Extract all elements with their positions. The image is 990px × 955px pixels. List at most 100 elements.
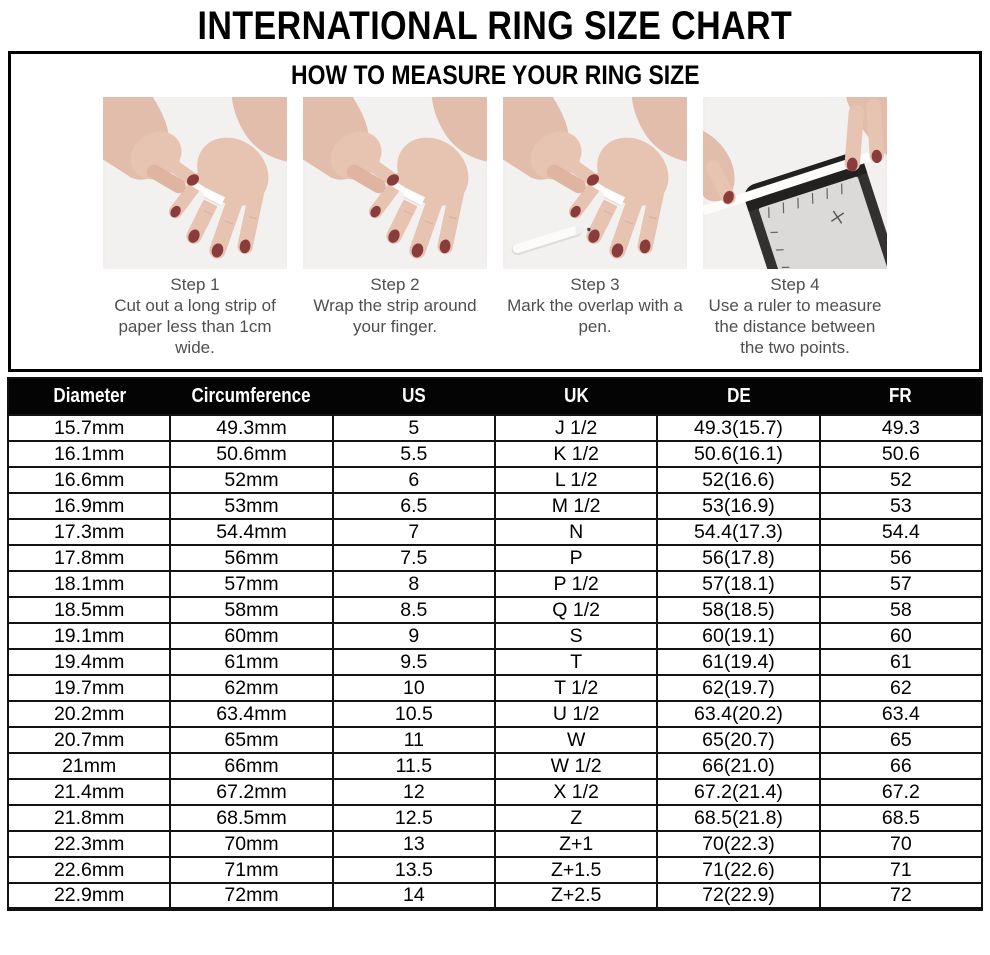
table-cell: 60(19.1) bbox=[656, 622, 821, 650]
step-2-photo bbox=[303, 97, 487, 269]
step-3-label: Step 3 bbox=[570, 275, 620, 295]
step-2-caption: Step 2 Wrap the strip around your finger… bbox=[303, 275, 487, 337]
table-cell: Q 1/2 bbox=[493, 596, 659, 624]
table-cell: 57(18.1) bbox=[656, 570, 821, 598]
column-header-diameter: Diameter bbox=[8, 378, 171, 415]
table-row: 21mm 66mm 11.5 W 1/2 66(21.0) 66 bbox=[6, 752, 984, 780]
table-cell: 50.6(16.1) bbox=[656, 440, 821, 468]
table-cell: M 1/2 bbox=[493, 492, 659, 520]
column-header-de-text: DE bbox=[726, 385, 751, 407]
step-3-caption: Step 3 Mark the overlap with a pen. bbox=[503, 275, 687, 337]
table-cell: 67.2 bbox=[818, 778, 984, 806]
table-row: 22.6mm 71mm 13.5 Z+1.5 71(22.6) 71 bbox=[6, 856, 984, 884]
column-header-circumference-text: Circumference bbox=[191, 385, 312, 407]
step-4-photo bbox=[703, 97, 887, 269]
table-cell: 13 bbox=[331, 830, 496, 858]
table-cell: 54.4mm bbox=[169, 518, 334, 546]
table-cell: 62mm bbox=[169, 674, 334, 702]
table-cell: 17.8mm bbox=[6, 544, 172, 572]
table-cell: 6 bbox=[331, 466, 496, 494]
table-row: 19.1mm 60mm 9 S 60(19.1) 60 bbox=[6, 622, 984, 650]
table-row: 16.9mm 53mm 6.5 M 1/2 53(16.9) 53 bbox=[6, 492, 984, 520]
table-cell: 50.6 bbox=[818, 440, 984, 468]
table-cell: 50.6mm bbox=[169, 440, 334, 468]
table-cell: 11 bbox=[331, 726, 496, 754]
step-2-description: Wrap the strip around your finger. bbox=[313, 296, 477, 336]
table-cell: 56 bbox=[818, 544, 984, 572]
table-cell: 52mm bbox=[169, 466, 334, 494]
step-4-label: Step 4 bbox=[770, 275, 820, 295]
table-cell: 57mm bbox=[169, 570, 334, 598]
table-cell: 18.1mm bbox=[6, 570, 172, 598]
table-row: 18.1mm 57mm 8 P 1/2 57(18.1) 57 bbox=[6, 570, 984, 598]
column-header-fr: FR bbox=[819, 378, 982, 415]
column-header-us: US bbox=[332, 378, 495, 415]
table-row: 19.7mm 62mm 10 T 1/2 62(19.7) 62 bbox=[6, 674, 984, 702]
table-cell: 49.3mm bbox=[169, 414, 334, 442]
table-cell: 56(17.8) bbox=[656, 544, 821, 572]
table-cell: 19.4mm bbox=[6, 648, 172, 676]
table-cell: 58(18.5) bbox=[656, 596, 821, 624]
table-cell: 71 bbox=[818, 856, 984, 884]
table-cell: 52 bbox=[818, 466, 984, 494]
hands-marking-pen-illustration bbox=[503, 97, 687, 269]
table-cell: 53 bbox=[818, 492, 984, 520]
step-4: Step 4 Use a ruler to measure the distan… bbox=[703, 97, 887, 358]
table-cell: 21mm bbox=[6, 752, 172, 780]
table-cell: U 1/2 bbox=[493, 700, 659, 728]
table-cell: 19.1mm bbox=[6, 622, 172, 650]
step-1: Step 1 Cut out a long strip of paper les… bbox=[103, 97, 287, 358]
table-cell: 12.5 bbox=[331, 804, 496, 832]
table-body: 15.7mm 49.3mm 5 J 1/2 49.3(15.7) 49.3 16.1mm 50… bbox=[6, 414, 984, 910]
table-cell: 68.5mm bbox=[169, 804, 334, 832]
table-cell: 20.2mm bbox=[6, 700, 172, 728]
column-header-de: DE bbox=[657, 378, 820, 415]
table-cell: 60 bbox=[818, 622, 984, 650]
table-cell: P bbox=[493, 544, 659, 572]
table-cell: 15.7mm bbox=[6, 414, 172, 442]
table-cell: 66mm bbox=[169, 752, 334, 780]
table-cell: L 1/2 bbox=[493, 466, 659, 494]
table-cell: 54.4 bbox=[818, 518, 984, 546]
table-cell: 57 bbox=[818, 570, 984, 598]
table-cell: 52(16.6) bbox=[656, 466, 821, 494]
hands-wrapping-strip-illustration bbox=[303, 97, 487, 269]
table-header: Diameter Circumference US UK DE FR bbox=[8, 378, 982, 415]
table-cell: 14 bbox=[331, 882, 496, 910]
column-header-us-text: US bbox=[402, 385, 426, 407]
table-cell: 9.5 bbox=[331, 648, 496, 676]
section-title: HOW TO MEASURE YOUR RING SIZE bbox=[11, 61, 979, 90]
table-cell: 61 bbox=[818, 648, 984, 676]
table-cell: 10 bbox=[331, 674, 496, 702]
table-cell: 20.7mm bbox=[6, 726, 172, 754]
page-title-text: INTERNATIONAL RING SIZE CHART bbox=[197, 4, 793, 48]
table-cell: 7 bbox=[331, 518, 496, 546]
table-cell: X 1/2 bbox=[493, 778, 659, 806]
column-header-uk: UK bbox=[494, 378, 658, 415]
table-cell: P 1/2 bbox=[493, 570, 659, 598]
table-cell: 11.5 bbox=[331, 752, 496, 780]
table-cell: N bbox=[493, 518, 659, 546]
table-cell: 22.9mm bbox=[6, 882, 172, 910]
table-cell: 63.4mm bbox=[169, 700, 334, 728]
table-cell: 16.6mm bbox=[6, 466, 172, 494]
table-cell: Z+1.5 bbox=[493, 856, 659, 884]
table-cell: 65(20.7) bbox=[656, 726, 821, 754]
step-1-label: Step 1 bbox=[170, 275, 220, 295]
table-cell: Z+2.5 bbox=[493, 882, 659, 910]
column-header-circumference: Circumference bbox=[170, 378, 333, 415]
table-row: 20.2mm 63.4mm 10.5 U 1/2 63.4(20.2) 63.4 bbox=[6, 700, 984, 728]
table-cell: 67.2mm bbox=[169, 778, 334, 806]
table-cell: 58mm bbox=[169, 596, 334, 624]
steps-row: Step 1 Cut out a long strip of paper les… bbox=[11, 97, 979, 358]
table-cell: 66 bbox=[818, 752, 984, 780]
table-cell: 5 bbox=[331, 414, 496, 442]
how-to-measure-section: HOW TO MEASURE YOUR RING SIZE Step 1 Cut… bbox=[8, 51, 982, 372]
table-cell: 61mm bbox=[169, 648, 334, 676]
table-cell: 70(22.3) bbox=[656, 830, 821, 858]
table-cell: 13.5 bbox=[331, 856, 496, 884]
table-cell: 18.5mm bbox=[6, 596, 172, 624]
hands-cutting-strip-illustration bbox=[103, 97, 287, 269]
table-cell: 67.2(21.4) bbox=[656, 778, 821, 806]
step-2-label: Step 2 bbox=[370, 275, 420, 295]
